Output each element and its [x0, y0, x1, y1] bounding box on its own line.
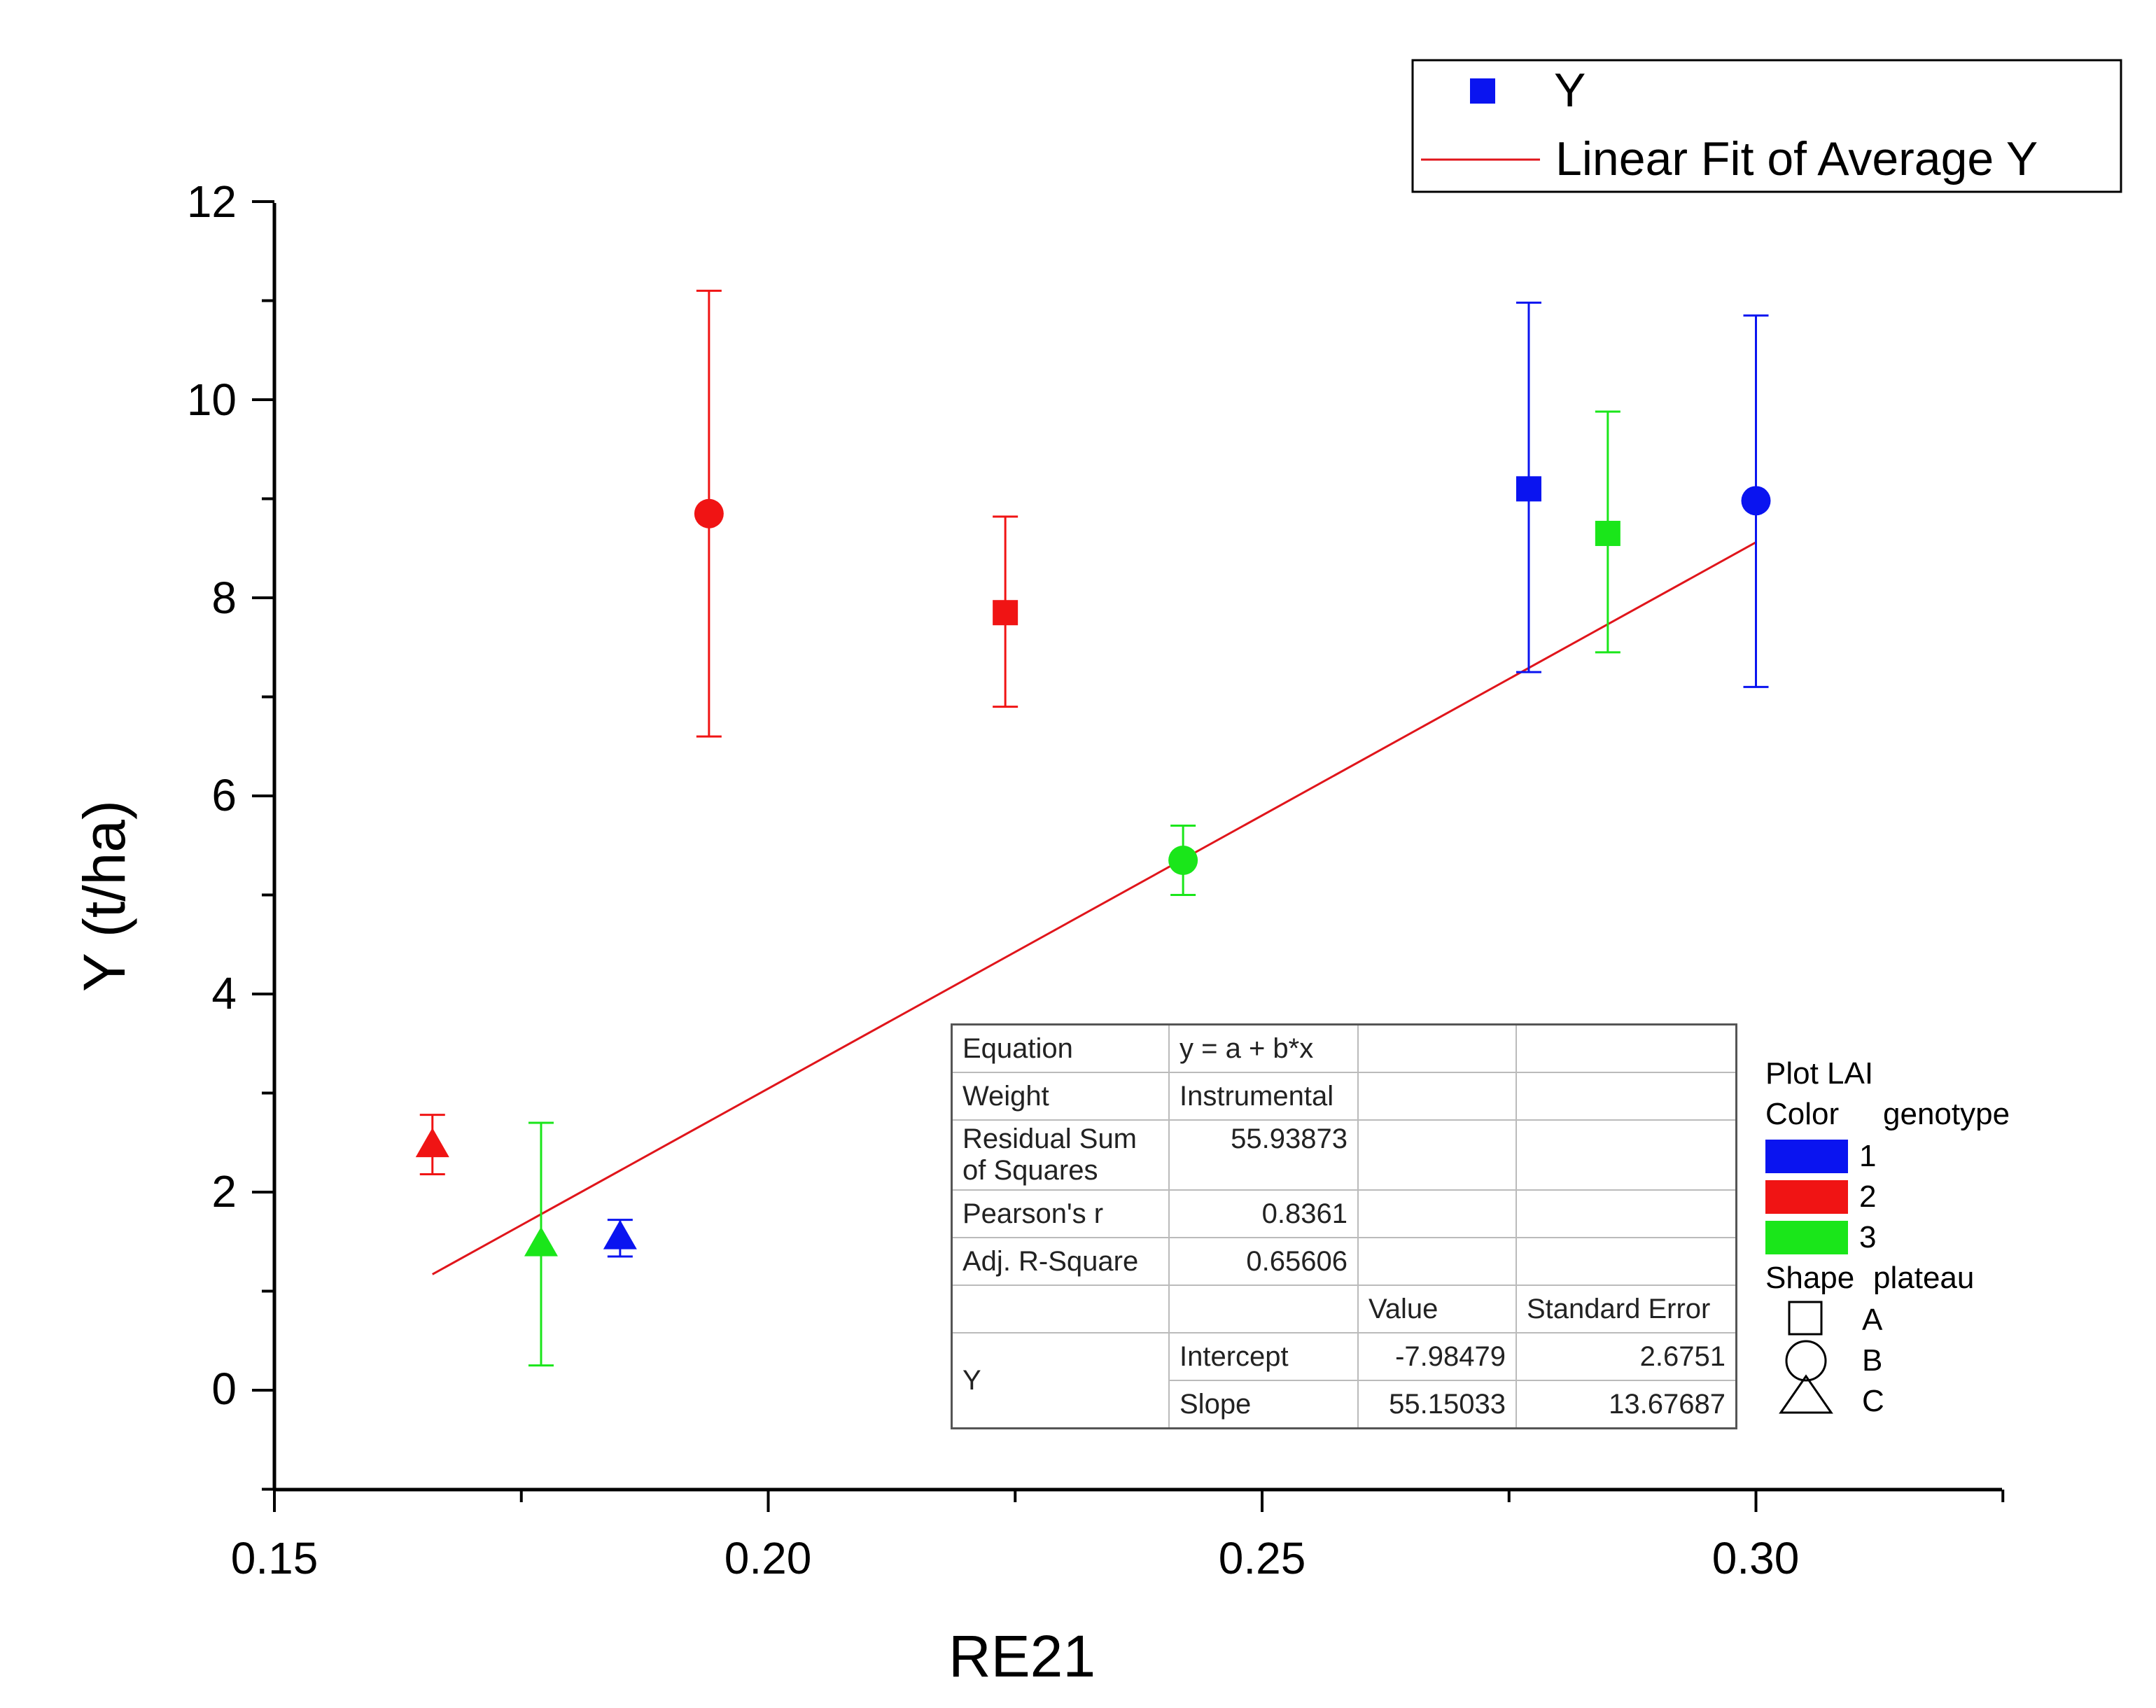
y-tick-label: 10	[187, 374, 237, 425]
equation-label: Equation	[951, 1023, 1170, 1073]
x-tick-label: 0.25	[1219, 1533, 1306, 1583]
data-point	[1168, 824, 1198, 896]
intercept-se: 2.6751	[1516, 1332, 1737, 1381]
key-plot-label: Plot LAI	[1765, 1056, 1873, 1091]
equation-value: y = a + b*x	[1168, 1023, 1359, 1073]
point-square-marker	[1595, 521, 1620, 547]
y-axis-title: Y (t/ha)	[71, 800, 137, 992]
empty-cell	[1357, 1072, 1517, 1121]
table-row: Slope 55.15033 13.67687	[952, 1380, 1737, 1429]
y-tick-label: 6	[211, 770, 237, 820]
key-plateau-c-label: C	[1862, 1384, 1884, 1418]
point-circle-marker	[694, 498, 724, 528]
data-point	[524, 1121, 558, 1367]
weight-label: Weight	[951, 1072, 1170, 1121]
legend-box	[1411, 59, 2122, 193]
intercept-label: Intercept	[1168, 1332, 1359, 1381]
key-swatch-genotype-1	[1765, 1140, 1848, 1173]
table-row: Adj. R-Square 0.65606	[951, 1237, 1737, 1286]
slope-label: Slope	[1168, 1380, 1359, 1429]
empty-cell	[1516, 1189, 1737, 1238]
slope-value: 55.15033	[1357, 1380, 1517, 1429]
y-tick-label: 0	[211, 1364, 237, 1414]
key-plateau-b-label: B	[1862, 1343, 1882, 1378]
legend-square-marker	[1470, 78, 1495, 104]
data-point	[603, 1219, 637, 1258]
rss-value: 55.93873	[1168, 1119, 1359, 1191]
key-genotype-3-label: 3	[1859, 1220, 1876, 1254]
key-swatch-genotype-3	[1765, 1221, 1848, 1254]
y-tick-label: 12	[187, 176, 237, 227]
point-square-marker	[1516, 476, 1541, 502]
table-row: Residual Sum of Squares 55.93873	[951, 1119, 1737, 1191]
x-axis-title: RE21	[948, 1623, 1096, 1689]
table-row: Weight Instrumental	[951, 1072, 1737, 1121]
adjr2-label: Adj. R-Square	[951, 1237, 1170, 1286]
point-circle-marker	[1741, 486, 1771, 516]
y-tick-label: 4	[211, 968, 237, 1018]
intercept-value: -7.98479	[1357, 1332, 1517, 1381]
rss-label-line-1: Residual Sum	[962, 1124, 1138, 1154]
key-shape-var: plateau	[1873, 1261, 1974, 1295]
point-square-marker	[993, 600, 1018, 626]
pearson-label: Pearson's r	[951, 1189, 1170, 1238]
x-tick-label: 0.30	[1712, 1533, 1800, 1583]
axis-ticks	[252, 200, 2005, 1512]
table-row: Y Intercept -7.98479 2.6751	[951, 1332, 1737, 1429]
pearson-value: 0.8361	[1168, 1189, 1359, 1238]
data-point	[1516, 301, 1541, 673]
empty-cell	[1357, 1023, 1517, 1073]
point-triangle-marker	[603, 1219, 637, 1250]
point-triangle-marker	[524, 1226, 558, 1256]
point-circle-marker	[1168, 845, 1198, 875]
key-shape-triangle	[1779, 1374, 1833, 1414]
weight-value: Instrumental	[1168, 1072, 1359, 1121]
key-swatch-genotype-2	[1765, 1180, 1848, 1214]
data-point	[694, 289, 724, 738]
y-tick-label: 8	[211, 573, 237, 623]
empty-cell	[1516, 1119, 1737, 1191]
table-row: Value Standard Error	[951, 1284, 1737, 1334]
legend-label-y: Y	[1554, 64, 1586, 117]
empty-cell	[1357, 1119, 1517, 1191]
empty-cell	[1516, 1072, 1737, 1121]
key-shape-label: Shape	[1765, 1261, 1854, 1295]
key-genotype-1-label: 1	[1859, 1139, 1876, 1173]
key-shape-square	[1788, 1301, 1823, 1336]
value-header: Value	[1357, 1284, 1517, 1334]
fit-line	[432, 541, 1757, 1275]
key-shape-circle	[1785, 1340, 1827, 1382]
key-color-var: genotype	[1883, 1097, 2010, 1131]
table-row: Pearson's r 0.8361	[951, 1189, 1737, 1238]
key-color-label: Color	[1765, 1097, 1839, 1131]
key-genotype-2-label: 2	[1859, 1180, 1876, 1214]
x-tick-label: 0.20	[724, 1533, 812, 1583]
x-tick-label: 0.15	[231, 1533, 318, 1583]
legend-label-fit: Linear Fit of Average Y	[1555, 132, 2038, 186]
variable-label: Y	[951, 1332, 1170, 1429]
empty-cell	[1516, 1237, 1737, 1286]
key-plateau-a-label: A	[1862, 1303, 1883, 1337]
fit-layer	[432, 541, 1757, 1275]
rss-label-line-2: of Squares	[962, 1155, 1098, 1186]
se-header: Standard Error	[1516, 1284, 1737, 1334]
empty-cell	[1357, 1237, 1517, 1286]
empty-cell	[1357, 1189, 1517, 1238]
data-point	[1595, 410, 1620, 654]
slope-se: 13.67687	[1516, 1380, 1737, 1429]
rss-label: Residual Sum of Squares	[951, 1119, 1170, 1191]
table-row: Equation y = a + b*x	[951, 1023, 1737, 1073]
empty-cell	[1516, 1023, 1737, 1073]
empty-cell	[1168, 1284, 1359, 1334]
data-point	[993, 515, 1018, 708]
point-triangle-marker	[415, 1128, 449, 1158]
fit-statistics-table: Equation y = a + b*x Weight Instrumental…	[951, 1023, 1737, 1429]
y-tick-label: 2	[211, 1166, 237, 1217]
points-layer	[415, 289, 1771, 1367]
data-point	[415, 1114, 449, 1176]
adjr2-value: 0.65606	[1168, 1237, 1359, 1286]
empty-cell	[951, 1284, 1170, 1334]
data-point	[1741, 314, 1771, 688]
